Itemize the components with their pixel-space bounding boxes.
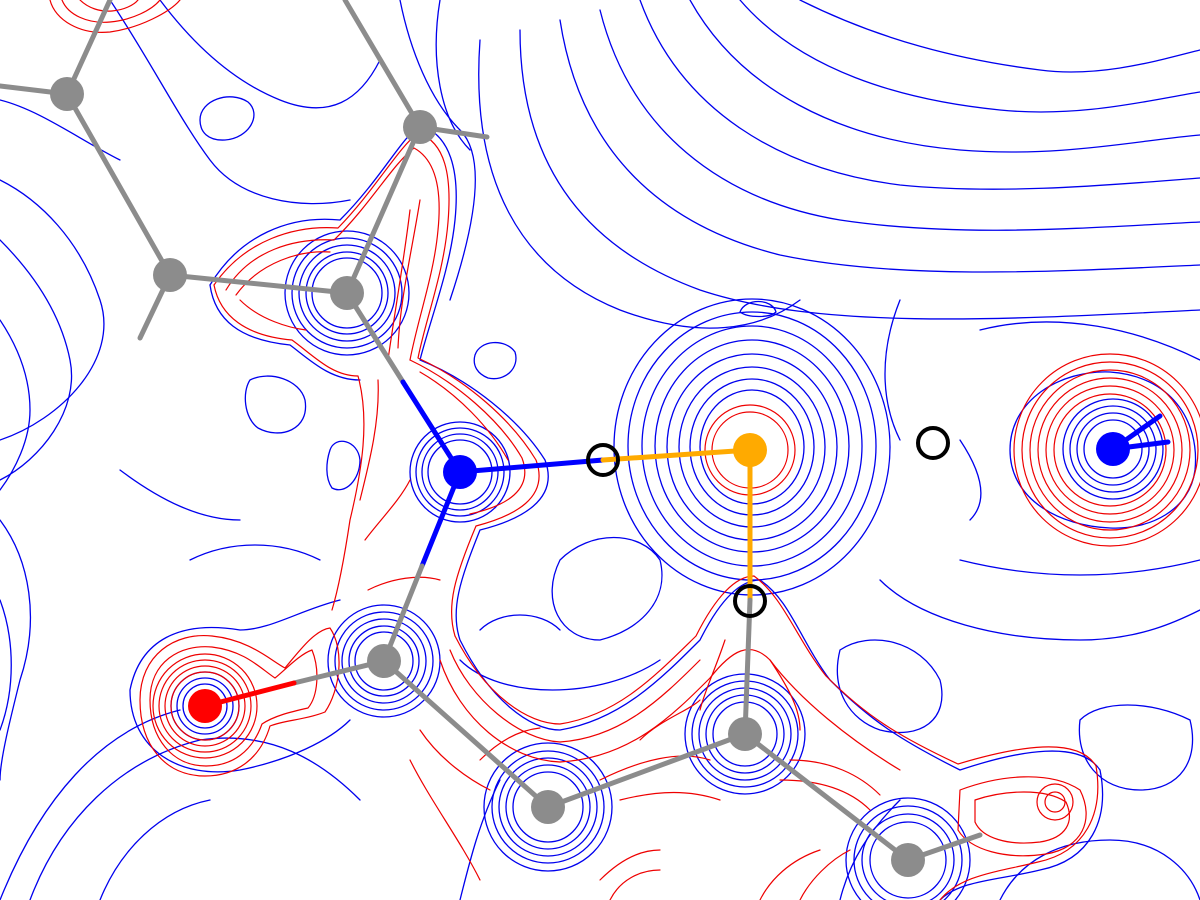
- atom-layer: [50, 77, 1130, 877]
- atom-carbon: [891, 843, 925, 877]
- atom-carbon: [330, 276, 364, 310]
- bond-line: [344, 124, 423, 296]
- bond-line: [742, 597, 753, 737]
- bond-line: [167, 272, 350, 296]
- bond-critical-point: [586, 443, 620, 477]
- bond-line: [457, 457, 606, 475]
- atom-nitrogen: [1096, 432, 1130, 466]
- critical-point-layer: [586, 426, 950, 618]
- atom-core-rings: [170, 230, 1164, 900]
- bond-line: [381, 658, 551, 810]
- atom-carbon: [153, 258, 187, 292]
- atom-carbon: [728, 717, 762, 751]
- bond-line: [342, 0, 423, 130]
- atom-oxygen: [188, 689, 222, 723]
- bond-line: [545, 731, 748, 810]
- bond-critical-point: [916, 426, 950, 460]
- bond-line: [64, 91, 173, 278]
- atom-nitrogen: [443, 455, 477, 489]
- atom-carbon: [531, 790, 565, 824]
- atom-carbon: [50, 77, 84, 111]
- bond-critical-point: [733, 584, 767, 618]
- bond-line: [742, 731, 911, 863]
- bond-line: [381, 563, 425, 664]
- bond-line: [400, 379, 463, 475]
- bond-line: [600, 447, 753, 463]
- positive-contour-lines: [49, 0, 1200, 900]
- atom-carbon: [403, 110, 437, 144]
- bond-network: [0, 0, 1171, 863]
- bond-line: [64, 0, 113, 97]
- bond-line: [344, 290, 406, 385]
- atom-carbon: [367, 644, 401, 678]
- atom-metal: [733, 433, 767, 467]
